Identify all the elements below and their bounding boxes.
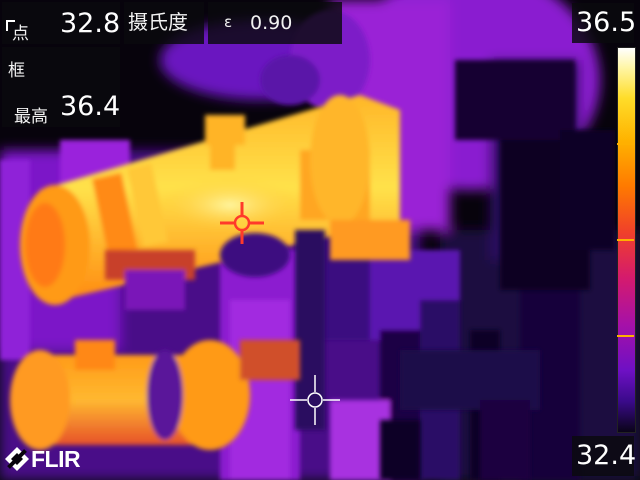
- flir-logo: FLIR: [4, 443, 100, 475]
- unit-label: 摄氏度: [128, 10, 188, 34]
- box-max-label: 最高: [14, 107, 48, 127]
- flir-emblem-icon: [5, 447, 29, 471]
- emissivity-symbol: ε: [224, 13, 233, 31]
- spot-label: 点: [12, 24, 29, 44]
- spot-meter-panel: 点 32.8: [2, 2, 120, 44]
- scale-max-panel: 36.5: [572, 3, 637, 43]
- unit-panel: 摄氏度: [124, 2, 204, 44]
- scale-max-value: 36.5: [576, 7, 637, 38]
- scale-tick: [617, 335, 634, 337]
- spot-temperature-value: 32.8: [60, 8, 121, 39]
- flir-logo-text: FLIR: [31, 446, 81, 472]
- scale-min-panel: 32.4: [572, 436, 637, 476]
- box-label: 框: [8, 61, 25, 81]
- emissivity-panel: ε 0.90: [208, 2, 342, 44]
- scale-tick: [617, 143, 634, 145]
- scale-min-value: 32.4: [576, 440, 637, 471]
- box-max-value: 36.4: [60, 91, 121, 122]
- secondary-crosshair[interactable]: [290, 375, 340, 425]
- emissivity-value: 0.90: [250, 12, 293, 34]
- box-measurement-panel: 框 最高 36.4: [2, 47, 120, 127]
- spot-meter-crosshair[interactable]: [218, 200, 266, 246]
- scale-tick: [617, 239, 634, 241]
- spot-bracket-icon: [6, 20, 15, 31]
